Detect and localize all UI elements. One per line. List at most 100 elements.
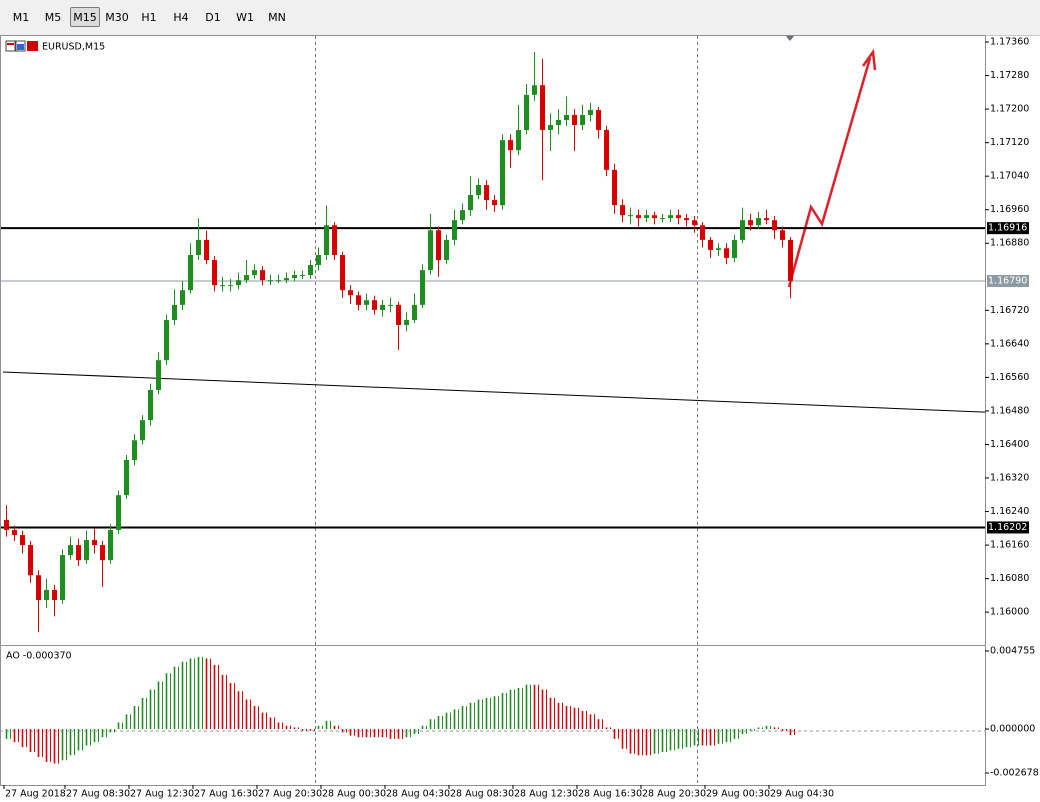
candle-body [244, 275, 249, 281]
x-tick-label: 27 Aug 20:30 [258, 789, 322, 800]
candle-body [596, 109, 601, 131]
candle-body [644, 215, 649, 219]
drawn-arrow [787, 57, 872, 288]
candle-body [420, 270, 425, 305]
y-tick-label: 0.004755 [990, 646, 1035, 657]
candle-body [44, 589, 49, 600]
timeframe-button[interactable]: MN [268, 11, 286, 24]
candle-body [772, 220, 777, 231]
x-tick-label: 27 Aug 2018 [5, 789, 66, 800]
candle-body [780, 230, 785, 240]
y-tick-label: -0.002678 [990, 768, 1039, 779]
candle-body [740, 220, 745, 240]
y-tick-label: 1.16560 [990, 372, 1029, 383]
timeframe-button[interactable]: D1 [205, 11, 221, 24]
shift-marker [786, 36, 794, 41]
candle-body [84, 540, 89, 561]
timeframe-button[interactable]: W1 [236, 11, 254, 24]
candle-body [668, 215, 673, 219]
y-tick-label: 1.17200 [990, 104, 1029, 115]
x-tick-label: 28 Aug 20:30 [642, 789, 706, 800]
candle-body [564, 114, 569, 121]
candle-body [524, 94, 529, 131]
candle-body [692, 220, 697, 226]
chart-frame [0, 35, 986, 786]
candle-body [444, 239, 449, 261]
symbol-title: EURUSD,M15 [42, 42, 105, 53]
candle-body [364, 300, 369, 305]
level-label-bg [987, 521, 1029, 534]
candle-body [140, 420, 145, 441]
icon [7, 43, 14, 45]
x-tick-label: 27 Aug 16:30 [194, 789, 258, 800]
arrow-head [861, 48, 877, 71]
candle-body [660, 218, 665, 220]
candle-body [356, 295, 361, 305]
candle-body [380, 304, 385, 310]
x-tick-label: 29 Aug 00:30 [706, 789, 770, 800]
candle-body [220, 285, 225, 287]
candle-body [260, 270, 265, 281]
level-label: 1.16202 [988, 522, 1027, 533]
candle-body [732, 239, 737, 258]
candle-body [28, 545, 33, 576]
candle-body [108, 529, 113, 561]
candle-body [716, 248, 721, 250]
y-tick-label: 0.000000 [990, 724, 1035, 735]
candle-body [636, 215, 641, 219]
candle-body [676, 215, 681, 219]
candle-body [788, 239, 793, 281]
timeframe-toolbar: M1 M5 M15 M30 H1 H4 D1 W1 MN [0, 0, 1040, 36]
y-tick-label: 1.16320 [990, 472, 1029, 483]
candle-body [396, 304, 401, 325]
x-tick-label: 28 Aug 08:30 [450, 789, 514, 800]
candle-body [460, 210, 465, 221]
candle-body [116, 495, 121, 530]
candle-body [132, 440, 137, 460]
y-tick-label: 1.16000 [990, 607, 1029, 618]
candle-body [428, 230, 433, 271]
candle-body [268, 280, 273, 282]
level-label: 1.16790 [988, 275, 1027, 286]
x-tick-label: 28 Aug 00:30 [322, 789, 386, 800]
candle-body [292, 275, 297, 279]
candle-body [516, 130, 521, 151]
candle-body [92, 540, 97, 546]
timeframe-button[interactable]: M5 [44, 11, 62, 24]
candle-body [324, 225, 329, 255]
level-label: 1.16916 [988, 223, 1027, 234]
timeframe-button[interactable]: H4 [173, 11, 189, 24]
candle-body [500, 140, 505, 206]
candle-body [20, 535, 25, 546]
candle-body [124, 459, 129, 496]
candle-body [308, 265, 313, 276]
candle-body [748, 220, 753, 226]
x-tick-label: 27 Aug 08:30 [66, 789, 130, 800]
x-tick-label: 29 Aug 04:30 [770, 789, 834, 800]
timeframe-button[interactable]: H1 [141, 11, 157, 24]
candle-body [68, 545, 73, 556]
icon [27, 41, 38, 51]
candle-body [284, 278, 289, 281]
candle-body [468, 195, 473, 211]
timeframe-button[interactable]: M15 [70, 7, 100, 27]
trend-line [2, 371, 986, 413]
candle-body [620, 205, 625, 216]
candle-body [572, 114, 577, 126]
candle-body [684, 218, 689, 221]
x-tick-label: 27 Aug 12:30 [130, 789, 194, 800]
candle-body [764, 218, 769, 221]
symbol-icon [5, 40, 38, 52]
timeframe-button[interactable]: M1 [12, 11, 30, 24]
candle-body [652, 215, 657, 219]
candle-body [436, 230, 441, 261]
candle-body [172, 304, 177, 320]
candle-body [484, 184, 489, 201]
y-tick-label: 1.17280 [990, 70, 1029, 81]
candle-body [348, 290, 353, 296]
timeframe-button[interactable]: M30 [105, 11, 129, 24]
level-label-bg [987, 222, 1029, 235]
candle-body [452, 220, 457, 240]
candle-body [604, 130, 609, 170]
